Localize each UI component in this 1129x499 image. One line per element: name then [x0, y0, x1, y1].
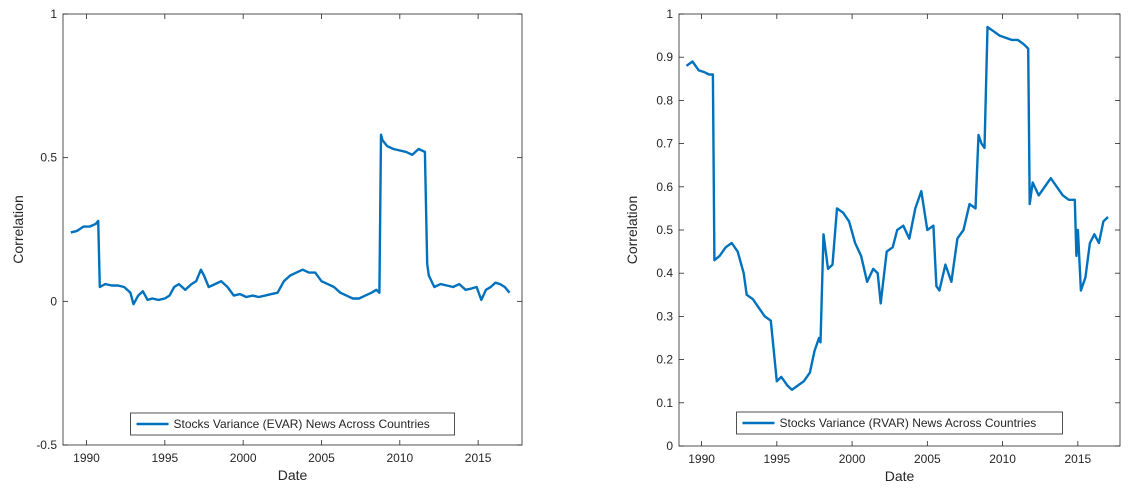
series-line [685, 25, 1109, 391]
y-tick-label: 0.9 [656, 50, 673, 64]
y-tick-label: -0.5 [36, 438, 57, 452]
x-tick-label: 2005 [914, 452, 941, 466]
legend: Stocks Variance (EVAR) News Across Count… [130, 412, 455, 436]
x-tick-label: 2015 [1065, 452, 1092, 466]
chart-2: 0 0.1 0.2 0.3 0.4 0.5 0.6 0.7 0.8 0.9 1 1990 1995 200… [624, 7, 1121, 484]
y-tick-label: 0.6 [656, 180, 673, 194]
y-tick-label: 0.5 [40, 151, 57, 165]
x-tick-label: 2000 [230, 451, 257, 465]
legend-box [130, 412, 455, 436]
legend: Stocks Variance (RVAR) News Across Count… [736, 411, 1063, 435]
x-tick-label: 2010 [989, 452, 1016, 466]
y-tick-label: 1 [50, 7, 57, 21]
legend-box [736, 411, 1063, 435]
x-axis-label: Date [278, 467, 308, 483]
x-axis-label: Date [885, 468, 915, 484]
legend-label: Stocks Variance (RVAR) News Across Count… [780, 416, 1037, 430]
x-tick-label: 2010 [386, 451, 413, 465]
plot-frame [62, 13, 523, 446]
chart-1: -0.5 0 0.5 1 1990 1995 2000 2005 2010 2015 Date Cor… [10, 7, 523, 483]
x-tick-label: 2015 [465, 451, 492, 465]
x-tick-label: 2000 [839, 452, 866, 466]
y-axis-label: Correlation [624, 196, 640, 264]
y-tick-label: 0.4 [656, 266, 673, 280]
y-tick-label: 0 [666, 439, 673, 453]
legend-label: Stocks Variance (EVAR) News Across Count… [174, 417, 430, 431]
plot-frame [678, 13, 1121, 447]
x-tick-label: 1990 [73, 451, 100, 465]
y-axis-label: Correlation [10, 195, 26, 263]
x-tick-label: 1990 [688, 452, 715, 466]
y-tick-label: 0.5 [656, 223, 673, 237]
x-tick-label: 1995 [151, 451, 178, 465]
y-tick-label: 0.2 [656, 353, 673, 367]
y-tick-label: 0 [50, 294, 57, 308]
y-tick-label: 0.8 [656, 93, 673, 107]
y-tick-label: 0.7 [656, 137, 673, 151]
series-line [70, 133, 511, 306]
x-tick-label: 1995 [763, 452, 790, 466]
y-tick-label: 0.1 [656, 396, 673, 410]
y-tick-label: 0.3 [656, 309, 673, 323]
y-tick-label: 1 [666, 7, 673, 21]
x-tick-label: 2005 [308, 451, 335, 465]
